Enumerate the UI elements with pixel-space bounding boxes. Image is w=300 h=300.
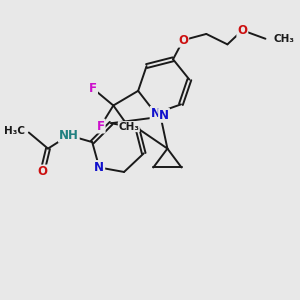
Text: N: N [159,109,169,122]
Text: H₃C: H₃C [4,126,26,136]
Text: CH₃: CH₃ [273,34,294,44]
Text: O: O [237,24,247,37]
Text: O: O [38,166,47,178]
Text: F: F [89,82,97,95]
Text: F: F [97,120,105,133]
Text: CH₃: CH₃ [118,122,139,132]
Text: O: O [178,34,188,47]
Text: N: N [94,161,104,174]
Text: N: N [151,107,160,120]
Text: NH: NH [59,129,79,142]
